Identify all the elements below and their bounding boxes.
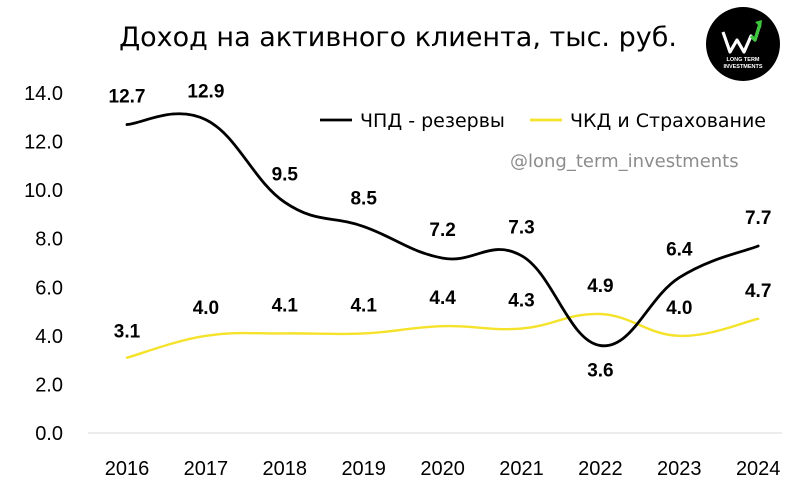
logo-line2: INVESTMENTS xyxy=(723,64,762,70)
x-tick-label: 2019 xyxy=(341,458,386,480)
y-tick-label: 2.0 xyxy=(35,374,63,396)
y-tick-label: 0.0 xyxy=(35,423,63,445)
data-label-series-1: 12.9 xyxy=(187,82,224,103)
logo: LONG TERM INVESTMENTS xyxy=(706,7,780,81)
data-label-series-1: 3.6 xyxy=(587,361,613,382)
x-tick-label: 2017 xyxy=(184,458,229,480)
legend-label-series-1: ЧПД - резервы xyxy=(360,110,505,132)
data-label-series-1: 7.2 xyxy=(429,220,455,241)
legend: ЧПД - резервы ЧКД и Страхование xyxy=(320,110,766,132)
data-label-series-1: 6.4 xyxy=(666,240,693,261)
y-tick-label: 6.0 xyxy=(35,277,63,299)
x-tick-label: 2022 xyxy=(578,458,623,480)
series-line-1 xyxy=(125,112,760,347)
x-axis: 2016 2017 2018 2019 2020 2021 2022 2023 2024 xyxy=(88,432,782,480)
y-axis: 0.0 2.0 4.0 6.0 8.0 10.0 12.0 14.0 xyxy=(24,83,63,445)
y-tick-label: 8.0 xyxy=(35,229,63,251)
logo-circle xyxy=(706,7,780,81)
x-tick-label: 2020 xyxy=(420,458,465,480)
x-tick-label: 2023 xyxy=(657,458,702,480)
data-label-series-2: 4.1 xyxy=(350,295,377,316)
y-tick-label: 10.0 xyxy=(24,180,63,202)
data-label-series-2: 4.0 xyxy=(666,298,692,319)
data-label-series-2: 4.1 xyxy=(272,295,299,316)
x-tick-label: 2016 xyxy=(105,458,150,480)
data-label-series-2: 4.7 xyxy=(745,281,771,302)
data-label-series-1: 12.7 xyxy=(109,87,146,108)
x-tick-label: 2021 xyxy=(499,458,544,480)
data-label-series-2: 4.0 xyxy=(193,298,219,319)
x-tick-label: 2024 xyxy=(736,458,781,480)
chart-title: Доход на активного клиента, тыс. руб. xyxy=(119,22,677,53)
data-label-series-1: 7.3 xyxy=(508,218,534,239)
data-label-series-2: 4.3 xyxy=(508,291,534,312)
data-label-series-1: 7.7 xyxy=(745,208,771,229)
legend-label-series-2: ЧКД и Страхование xyxy=(570,110,766,132)
y-tick-label: 12.0 xyxy=(24,132,63,154)
data-label-series-1: 9.5 xyxy=(272,164,299,185)
y-tick-label: 4.0 xyxy=(35,326,63,348)
data-label-series-2: 4.9 xyxy=(587,276,613,297)
y-tick-label: 14.0 xyxy=(24,83,63,105)
data-labels: 12.7 12.9 9.5 8.5 7.2 7.3 3.6 6.4 7.7 3.1 4.0 4.1 4.… xyxy=(109,82,772,382)
logo-line1: LONG TERM xyxy=(727,57,760,63)
data-label-series-2: 3.1 xyxy=(114,322,141,343)
series-line-2 xyxy=(125,312,760,359)
data-label-series-2: 4.4 xyxy=(429,288,456,309)
watermark: @long_term_investments xyxy=(510,151,739,172)
series-layer xyxy=(125,112,760,359)
x-tick-label: 2018 xyxy=(263,458,308,480)
data-label-series-1: 8.5 xyxy=(350,189,377,210)
